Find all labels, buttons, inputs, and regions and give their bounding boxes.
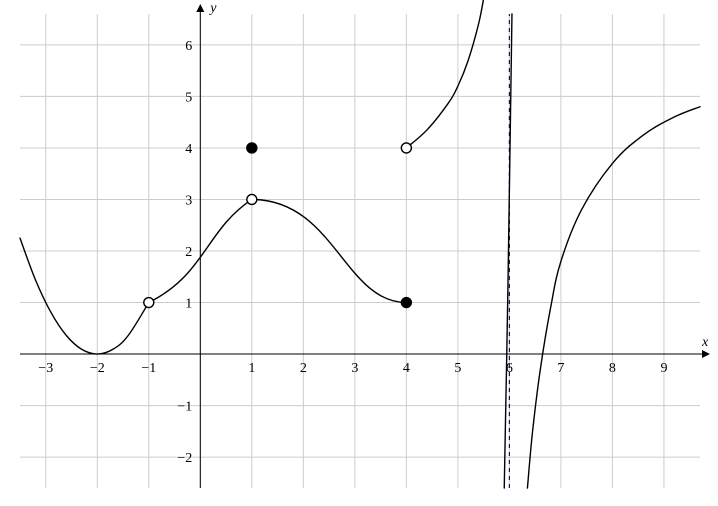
closed-point [247,143,257,153]
x-tick-label: 3 [351,361,358,376]
x-tick-label: 4 [403,361,410,376]
x-tick-label: 1 [248,361,255,376]
y-tick-label: 5 [185,90,192,105]
x-tick-label: 7 [557,361,564,376]
closed-point [401,298,411,308]
y-tick-label: 3 [185,193,192,208]
open-point [144,298,154,308]
y-tick-label: 4 [185,142,192,157]
y-tick-label: 6 [185,39,192,54]
open-point [401,143,411,153]
x-tick-label: 2 [300,361,307,376]
open-point [247,194,257,204]
plot-background [0,0,718,506]
function-plot: −3−2−1123456789−2−1123456xy [0,0,718,506]
y-tick-label: −2 [177,451,192,466]
y-axis-label: y [208,1,217,16]
y-tick-label: 2 [185,245,192,260]
x-tick-label: 9 [660,361,667,376]
x-tick-label: −2 [90,361,105,376]
y-tick-label: 1 [185,297,192,312]
x-tick-label: −1 [141,361,156,376]
x-tick-label: 5 [454,361,461,376]
x-axis-label: x [701,335,709,350]
y-tick-label: −1 [177,400,192,415]
x-tick-label: 8 [609,361,616,376]
x-tick-label: −3 [38,361,53,376]
